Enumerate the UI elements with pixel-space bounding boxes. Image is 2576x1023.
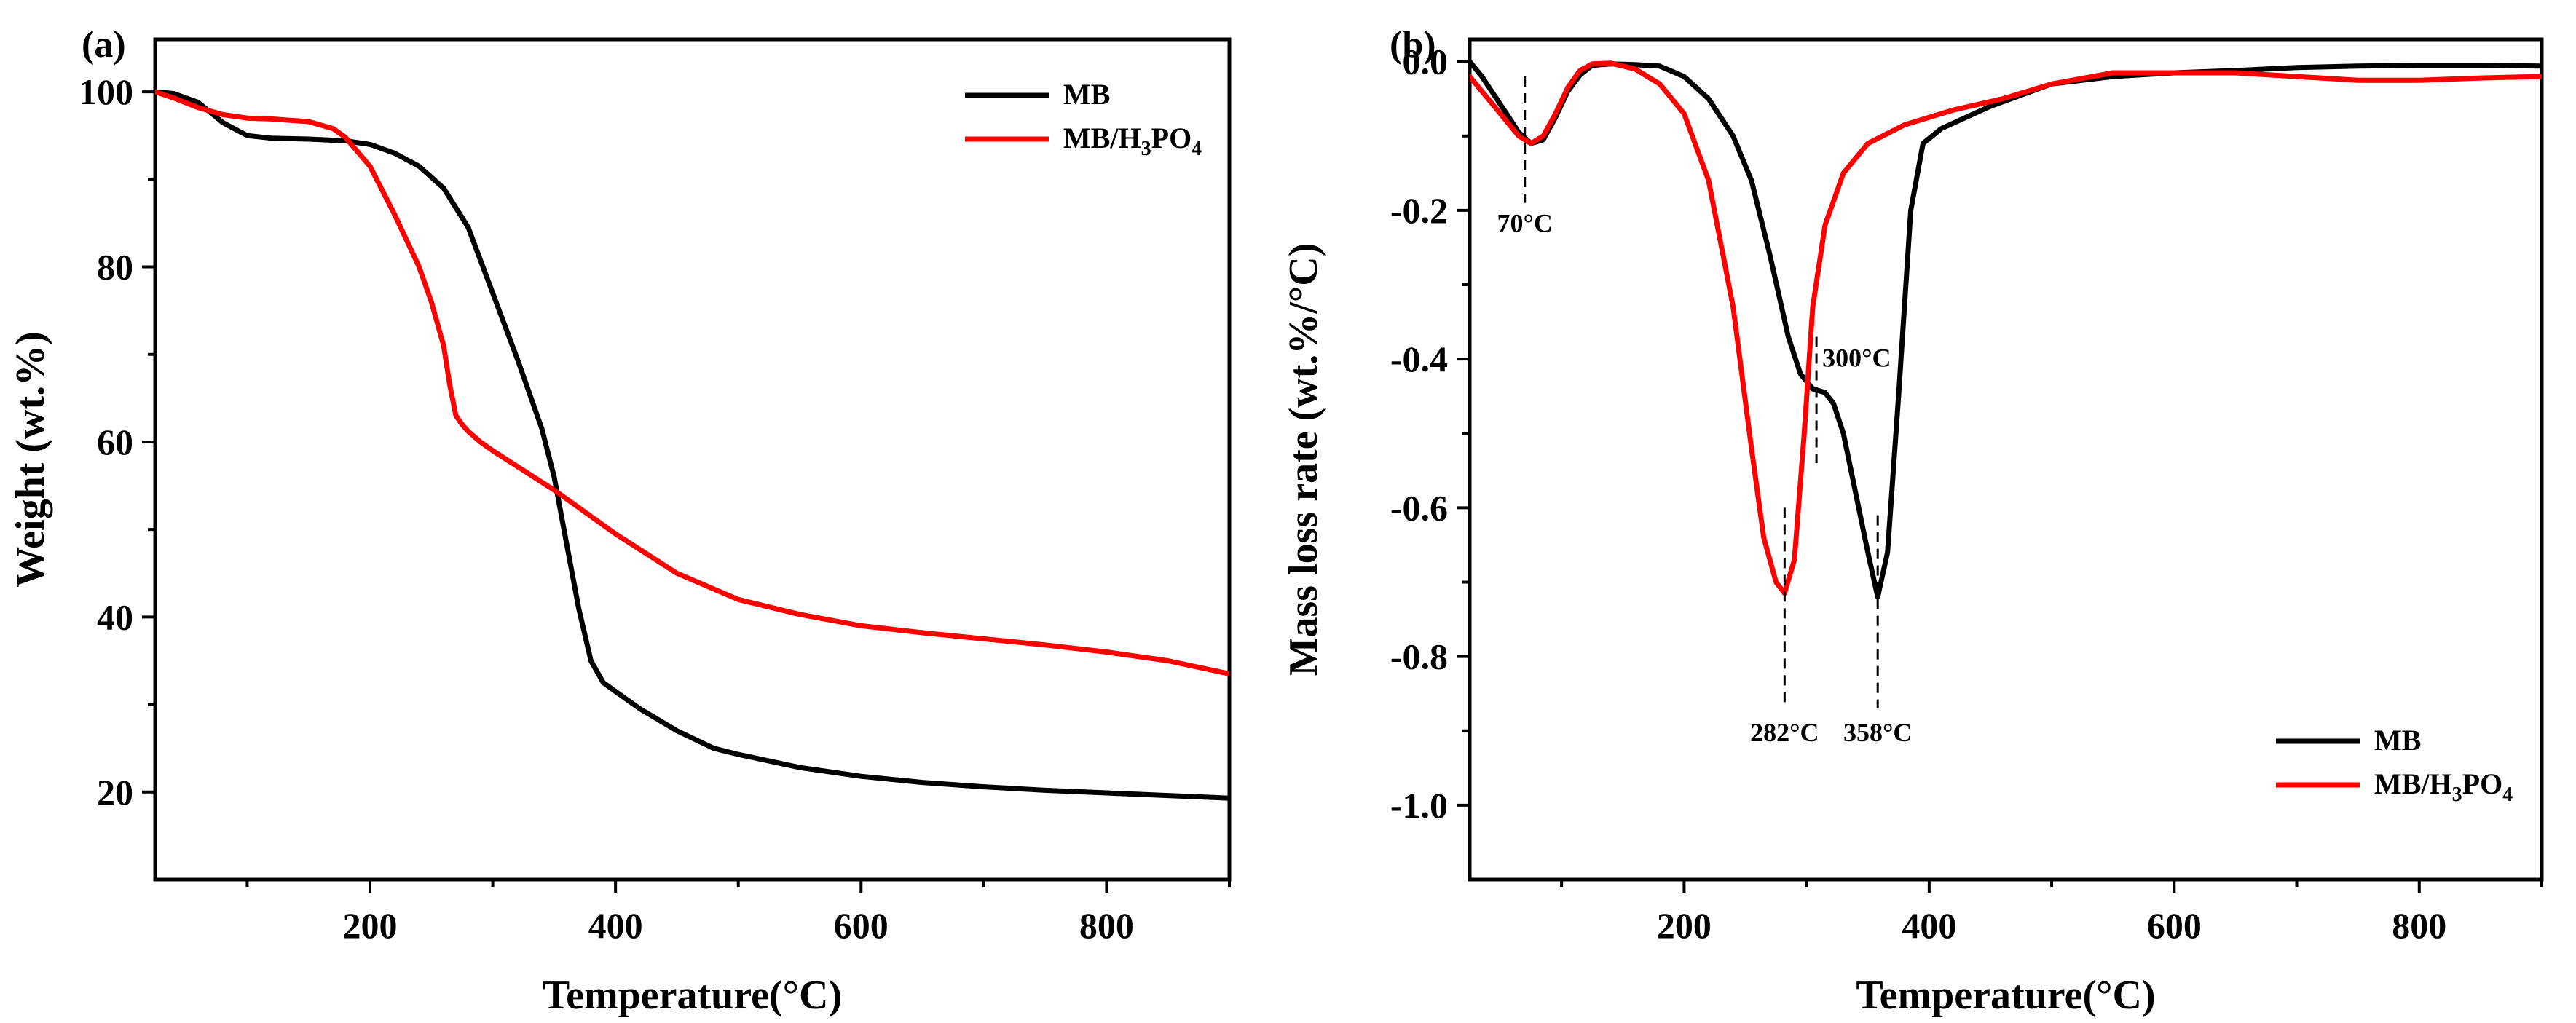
legend-text-part: MB/H <box>1063 122 1141 154</box>
annotation-label: 282°C <box>1750 718 1819 747</box>
legend-subscript: 3 <box>2452 783 2462 806</box>
x-tick-label: 200 <box>343 905 398 946</box>
legend-label-mb-h3po4: MB/H3PO4 <box>2374 767 2513 806</box>
annotation-label: 70°C <box>1497 209 1552 238</box>
series-line-mb <box>1470 59 2542 600</box>
legend-text-part: PO <box>1151 122 1192 154</box>
legend-label-mb: MB <box>1063 78 1110 111</box>
annotation-label: 358°C <box>1843 718 1912 747</box>
x-tick-label: 600 <box>2147 905 2202 946</box>
legend-subscript: 3 <box>1141 138 1151 160</box>
panel-label: (b) <box>1390 24 1436 66</box>
legend-text-part: MB/H <box>2374 767 2452 800</box>
plot-frame <box>1468 37 2544 882</box>
y-tick-label: -0.4 <box>1390 339 1448 379</box>
x-tick-label: 600 <box>834 905 889 946</box>
y-tick-label: 60 <box>97 422 133 462</box>
y-tick-label: -0.8 <box>1390 636 1448 677</box>
series-line-mb-h3po4 <box>1470 60 2542 596</box>
series-line-mb-h3po4 <box>155 89 1229 676</box>
y-tick-label: 20 <box>97 772 133 813</box>
annotation-label: 300°C <box>1822 343 1891 372</box>
panel-a: 200 400 600 800 20 40 60 80 100 Temperature(°C) We… <box>8 24 1232 1018</box>
x-tick-label: 400 <box>588 905 643 946</box>
x-tick-label: 400 <box>1902 905 1956 946</box>
y-tick-label: 100 <box>79 71 133 112</box>
y-tick-label: 40 <box>97 596 133 637</box>
legend-text-part: PO <box>2462 767 2503 800</box>
panel-label: (a) <box>82 24 126 66</box>
x-tick-label: 800 <box>1079 905 1134 946</box>
series-line-mb <box>155 89 1229 801</box>
legend-label-mb-h3po4: MB/H3PO4 <box>1063 122 1202 160</box>
x-tick-label: 200 <box>1657 905 1712 946</box>
legend: MB MB/H3PO4 <box>965 78 1202 160</box>
legend-subscript: 4 <box>1192 138 1202 160</box>
y-axis-title: Weight (wt.%) <box>8 331 53 588</box>
panel-b: 200 400 600 800 0.0 -0.2 -0.4 -0.6 -0.8 -1.0 Tempe… <box>1281 24 2544 1018</box>
x-tick-label: 800 <box>2392 905 2446 946</box>
y-tick-label: -0.2 <box>1390 190 1448 231</box>
plot-frame <box>153 37 1232 882</box>
legend-label-mb: MB <box>2374 724 2421 757</box>
x-axis-title: Temperature(°C) <box>543 973 842 1018</box>
x-axis-title: Temperature(°C) <box>1856 973 2155 1018</box>
legend: MB MB/H3PO4 <box>2276 724 2513 806</box>
y-tick-label: 0.0 <box>1403 42 1449 82</box>
legend-subscript: 4 <box>2502 783 2513 806</box>
y-tick-label: 80 <box>97 247 133 288</box>
y-tick-label: -0.6 <box>1390 487 1448 528</box>
y-tick-label: -1.0 <box>1390 785 1448 826</box>
y-axis-title: Mass loss rate (wt.%/°C) <box>1281 243 1326 676</box>
